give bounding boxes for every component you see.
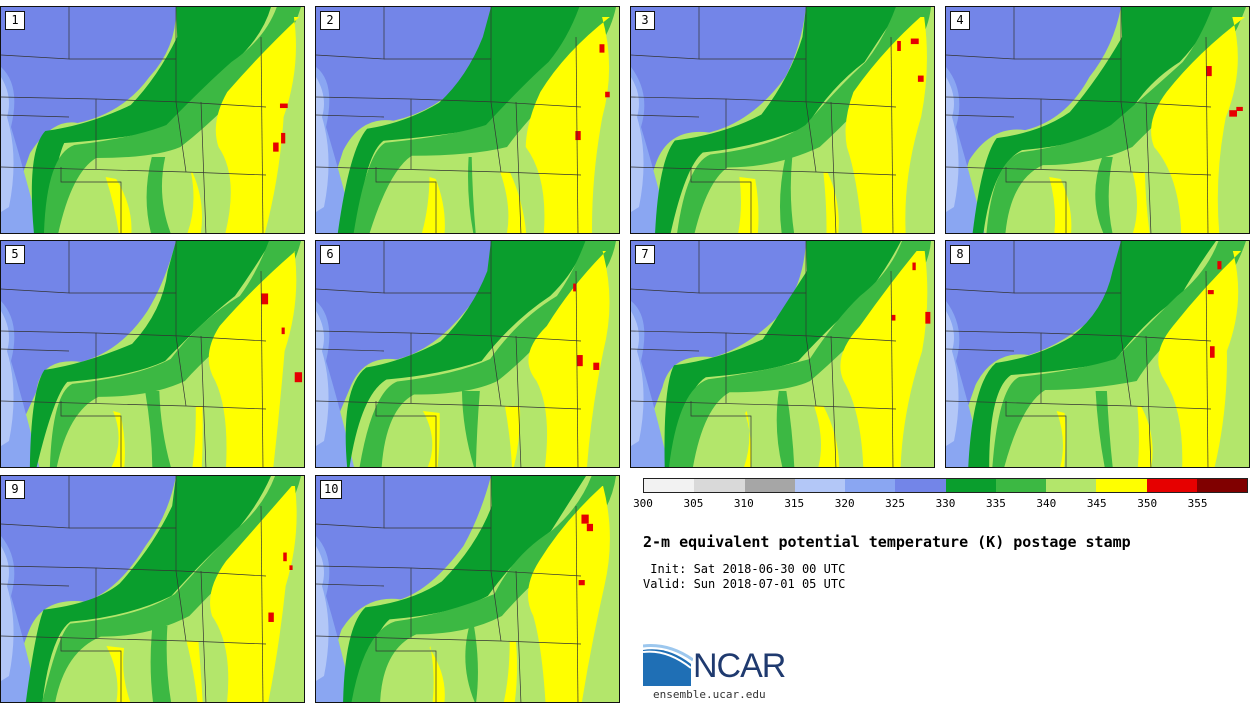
- colorbar-bin-325: [895, 479, 946, 492]
- map-member-7: [631, 241, 934, 467]
- colorbar-bin-355: [1196, 479, 1247, 492]
- map-member-3: [631, 7, 934, 233]
- colorbar-tick-label: 320: [834, 497, 855, 510]
- init-time: Init: Sat 2018-06-30 00 UTC: [643, 562, 846, 576]
- colorbar-tick-label: 300: [633, 497, 653, 510]
- colorbar-tick-label: 310: [733, 497, 754, 510]
- panel-label: 9: [5, 480, 25, 499]
- panel-label: 7: [635, 245, 655, 264]
- ensemble-member-panel-10: 10: [315, 475, 620, 703]
- ensemble-member-panel-7: 7: [630, 240, 935, 468]
- ncar-logo: NCAR: [643, 644, 793, 690]
- logo-wordmark: NCAR: [693, 647, 786, 685]
- map-member-2: [316, 7, 619, 233]
- ensemble-member-panel-6: 6: [315, 240, 620, 468]
- map-member-8: [946, 241, 1249, 467]
- colorbar: [643, 478, 1248, 493]
- map-member-6: [316, 241, 619, 467]
- map-member-10: [316, 476, 619, 702]
- valid-time: Valid: Sun 2018-07-01 05 UTC: [643, 577, 846, 591]
- colorbar-tick-label: 350: [1137, 497, 1158, 510]
- colorbar-bin-335: [995, 479, 1046, 492]
- panel-label: 1: [5, 11, 25, 30]
- panel-label: 4: [950, 11, 970, 30]
- map-member-9: [1, 476, 304, 702]
- ensemble-member-panel-3: 3: [630, 6, 935, 234]
- colorbar-tick-labels: 300 305 310 315 320 325 330 335 340 345 350 355: [633, 497, 1248, 511]
- panel-label: 10: [320, 480, 343, 499]
- map-member-5: [1, 241, 304, 467]
- map-member-1: [1, 7, 304, 233]
- ensemble-member-panel-9: 9: [0, 475, 305, 703]
- panel-label: 8: [950, 245, 970, 264]
- panel-label: 2: [320, 11, 340, 30]
- ensemble-member-panel-1: 1: [0, 6, 305, 234]
- colorbar-bin-340: [1046, 479, 1097, 492]
- colorbar-bin-345: [1096, 479, 1147, 492]
- ensemble-member-panel-5: 5: [0, 240, 305, 468]
- colorbar-tick-label: 315: [784, 497, 805, 510]
- colorbar-tick-label: 305: [683, 497, 704, 510]
- colorbar-tick-label: 330: [935, 497, 956, 510]
- colorbar-tick-label: 340: [1036, 497, 1057, 510]
- ensemble-member-panel-4: 4: [945, 6, 1250, 234]
- colorbar-bin-320: [845, 479, 896, 492]
- colorbar-tick-label: 325: [885, 497, 906, 510]
- colorbar-tick-label: 345: [1086, 497, 1107, 510]
- colorbar-bin-300: [644, 479, 695, 492]
- panel-label: 5: [5, 245, 25, 264]
- ncar-logo-icon: [643, 644, 693, 686]
- ensemble-member-panel-8: 8: [945, 240, 1250, 468]
- panel-label: 3: [635, 11, 655, 30]
- colorbar-tick-label: 335: [985, 497, 1006, 510]
- chart-title: 2-m equivalent potential temperature (K)…: [643, 533, 1131, 551]
- panel-label: 6: [320, 245, 340, 264]
- colorbar-bin-315: [794, 479, 845, 492]
- map-member-4: [946, 7, 1249, 233]
- colorbar-tick-label: 355: [1187, 497, 1208, 510]
- colorbar-bin-310: [744, 479, 795, 492]
- colorbar-bin-305: [694, 479, 745, 492]
- colorbar-bin-350: [1146, 479, 1197, 492]
- site-url: ensemble.ucar.edu: [653, 688, 766, 701]
- ensemble-member-panel-2: 2: [315, 6, 620, 234]
- colorbar-bin-330: [945, 479, 996, 492]
